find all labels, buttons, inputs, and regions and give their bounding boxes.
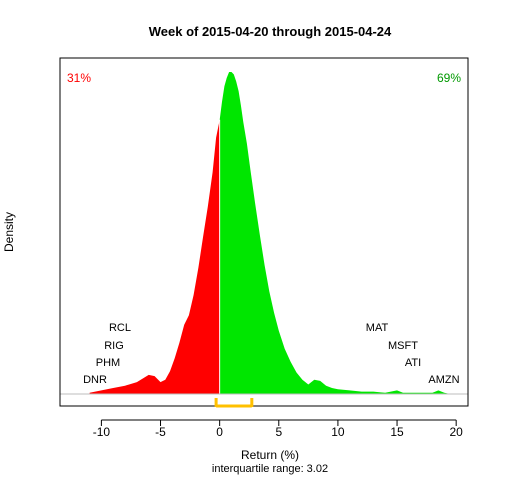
- plot-area: [59, 57, 469, 407]
- x-tick-label: 5: [275, 425, 282, 439]
- iqr-bracket: [214, 398, 254, 408]
- x-tick-label: 10: [331, 425, 345, 439]
- negative-density-area: [89, 119, 220, 394]
- iqr-subtitle: interquartile range: 3.02: [212, 463, 328, 475]
- ticker-label-ati: ATI: [405, 357, 421, 369]
- positive-density-area: [219, 72, 451, 394]
- x-tick-label: -10: [93, 425, 111, 439]
- x-axis: -10 -5 0 5 10 15 20: [93, 419, 463, 439]
- x-tick-label: 0: [216, 425, 223, 439]
- y-axis-label: Density: [2, 212, 16, 252]
- ticker-label-rig: RIG: [104, 340, 124, 352]
- x-axis-label: Return (%): [241, 448, 299, 462]
- ticker-label-msft: MSFT: [388, 340, 418, 352]
- ticker-label-mat: MAT: [366, 322, 389, 334]
- x-tick-label: -5: [155, 425, 166, 439]
- ticker-label-amzn: AMZN: [428, 374, 459, 386]
- chart-title: Week of 2015-04-20 through 2015-04-24: [149, 24, 392, 39]
- ticker-label-rcl: RCL: [109, 322, 131, 334]
- ticker-label-dnr: DNR: [83, 374, 107, 386]
- x-tick-label: 15: [390, 425, 404, 439]
- x-tick-label: 20: [449, 425, 463, 439]
- plot-frame: [59, 57, 469, 407]
- ticker-label-phm: PHM: [96, 357, 120, 369]
- negative-share-label: 31%: [67, 71, 91, 85]
- positive-share-label: 69%: [437, 71, 461, 85]
